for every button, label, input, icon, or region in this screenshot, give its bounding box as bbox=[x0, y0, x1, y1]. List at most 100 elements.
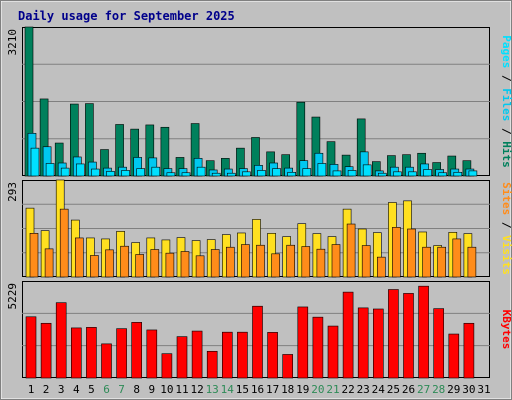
kbytes-bar-15 bbox=[237, 331, 248, 379]
sites-bar-8 bbox=[135, 254, 144, 278]
x-tick-label-14: 14 bbox=[221, 383, 235, 396]
pages-bar-2 bbox=[45, 163, 55, 177]
sites-bar-3 bbox=[59, 208, 69, 278]
sites-bar-29 bbox=[452, 238, 462, 278]
kbytes-bar-14 bbox=[222, 331, 233, 379]
y-max-label-1: 3210 bbox=[6, 29, 19, 56]
kbytes-bar-25 bbox=[388, 289, 399, 379]
pages-bar-27 bbox=[423, 169, 432, 177]
pages-bar-12 bbox=[196, 166, 206, 177]
sites-bar-25 bbox=[392, 227, 401, 278]
pages-bar-25 bbox=[393, 171, 402, 177]
sites-bar-2 bbox=[44, 248, 54, 278]
kbytes-bar-13 bbox=[206, 350, 218, 379]
sites-bar-4 bbox=[75, 237, 84, 278]
pages-bar-14 bbox=[227, 172, 236, 177]
kbytes-bar-27 bbox=[418, 285, 429, 379]
chart-panel-3: 5229 KBytes bbox=[6, 281, 512, 379]
x-tick-label-4: 4 bbox=[73, 383, 80, 396]
pages-bar-24 bbox=[377, 172, 387, 177]
x-tick-label-5: 5 bbox=[88, 383, 95, 396]
pages-bar-22 bbox=[347, 170, 357, 177]
kbytes-bar-4 bbox=[71, 327, 82, 379]
kbytes-bar-8 bbox=[131, 322, 142, 379]
pages-bar-5 bbox=[91, 168, 100, 177]
x-tick-label-12: 12 bbox=[190, 383, 203, 396]
kbytes-bar-17 bbox=[267, 332, 278, 379]
sites-bar-5 bbox=[90, 255, 99, 278]
x-axis-labels: 1 2 3 4 5 6 7 8 9 10 11 12 13 14 15 16 17 18 19 20 21 22 23 24 2… bbox=[28, 383, 491, 396]
kbytes-bar-22 bbox=[342, 291, 354, 379]
x-tick-label-16: 16 bbox=[251, 383, 264, 396]
kbytes-bar-16 bbox=[252, 305, 263, 379]
pages-bar-9 bbox=[151, 166, 161, 177]
chart-title: Daily usage for September 2025 bbox=[18, 9, 235, 23]
sites-bar-19 bbox=[301, 246, 311, 278]
legend-label-2-part-1: / bbox=[500, 215, 512, 235]
pages-bar-20 bbox=[317, 163, 327, 177]
x-tick-label-23: 23 bbox=[357, 383, 370, 396]
kbytes-bar-20 bbox=[312, 316, 324, 379]
kbytes-bar-21 bbox=[327, 325, 339, 379]
pages-bar-29 bbox=[453, 171, 463, 177]
pages-bar-16 bbox=[257, 170, 266, 177]
kbytes-bar-3 bbox=[55, 302, 67, 379]
kbytes-bar-7 bbox=[116, 328, 127, 379]
pages-bar-15 bbox=[242, 171, 251, 177]
x-tick-label-11: 11 bbox=[175, 383, 188, 396]
legend-label-1-part-4: Hits bbox=[500, 141, 512, 168]
pages-bar-3 bbox=[60, 167, 70, 177]
x-tick-label-20: 20 bbox=[311, 383, 324, 396]
sites-bar-17 bbox=[271, 253, 280, 278]
sites-bar-22 bbox=[346, 223, 356, 278]
chart-panel-2: 293 Sites / Visits bbox=[6, 179, 512, 278]
sites-bar-16 bbox=[256, 244, 265, 278]
pages-bar-4 bbox=[76, 163, 85, 177]
pages-bar-18 bbox=[287, 171, 297, 177]
kbytes-bar-23 bbox=[357, 307, 369, 379]
sites-bar-12 bbox=[195, 255, 205, 278]
pages-bar-11 bbox=[181, 172, 191, 177]
x-tick-label-30: 30 bbox=[462, 383, 475, 396]
pages-bar-26 bbox=[408, 171, 417, 177]
x-tick-label-8: 8 bbox=[133, 383, 140, 396]
x-tick-label-29: 29 bbox=[447, 383, 460, 396]
sites-bar-24 bbox=[376, 256, 386, 278]
x-tick-label-9: 9 bbox=[148, 383, 155, 396]
sites-bar-28 bbox=[437, 246, 447, 278]
pages-bar-7 bbox=[121, 170, 130, 177]
sites-bar-11 bbox=[180, 251, 190, 278]
legend-label-1-part-3: / bbox=[500, 121, 512, 141]
kbytes-bar-1 bbox=[25, 316, 37, 379]
chart-panel-1: 3210 Pages / Files / Hits bbox=[6, 26, 512, 177]
x-tick-label-10: 10 bbox=[160, 383, 173, 396]
kbytes-bar-30 bbox=[463, 322, 475, 379]
sites-bar-30 bbox=[467, 246, 477, 278]
pages-bar-30 bbox=[468, 170, 478, 177]
sites-bar-7 bbox=[120, 245, 129, 278]
x-tick-label-18: 18 bbox=[281, 383, 294, 396]
x-tick-label-6: 6 bbox=[103, 383, 110, 396]
sites-bar-26 bbox=[407, 228, 416, 278]
legend-label-3-part-0: KBytes bbox=[500, 310, 512, 350]
sites-bar-27 bbox=[422, 246, 431, 278]
legend-label-1-part-1: / bbox=[500, 68, 512, 88]
pages-bar-21 bbox=[332, 170, 342, 177]
legend-label-3: KBytes bbox=[500, 310, 512, 350]
x-tick-label-25: 25 bbox=[387, 383, 400, 396]
x-tick-label-15: 15 bbox=[236, 383, 249, 396]
kbytes-bar-26 bbox=[403, 293, 414, 379]
legend-label-1-part-0: Pages bbox=[500, 35, 512, 68]
chart-panels: 3210 Pages / Files / Hits 293 Sites / Visit… bbox=[6, 26, 512, 379]
sites-bar-18 bbox=[286, 244, 296, 278]
kbytes-bar-9 bbox=[146, 329, 158, 379]
x-tick-label-24: 24 bbox=[372, 383, 386, 396]
x-tick-label-3: 3 bbox=[58, 383, 65, 396]
x-tick-label-7: 7 bbox=[118, 383, 125, 396]
x-tick-label-27: 27 bbox=[417, 383, 430, 396]
x-tick-label-22: 22 bbox=[341, 383, 354, 396]
x-tick-label-31: 31 bbox=[477, 383, 490, 396]
sites-bar-20 bbox=[316, 248, 326, 278]
sites-bar-6 bbox=[105, 249, 114, 278]
pages-bar-13 bbox=[211, 172, 221, 177]
